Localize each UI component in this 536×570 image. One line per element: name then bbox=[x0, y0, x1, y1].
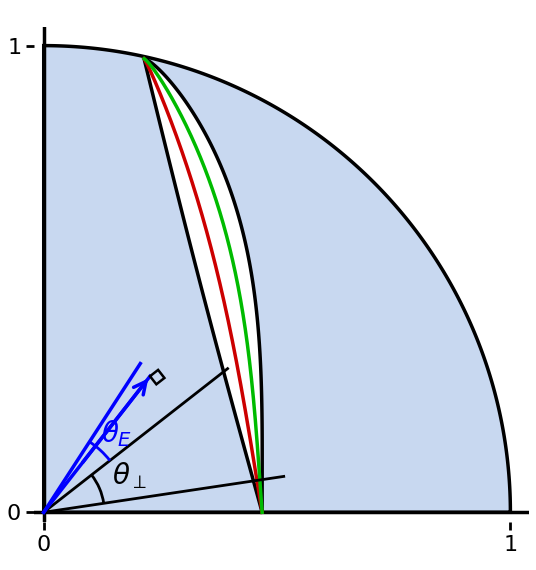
Text: $\theta_E$: $\theta_E$ bbox=[101, 418, 132, 449]
Polygon shape bbox=[144, 59, 262, 512]
Polygon shape bbox=[44, 46, 510, 512]
Text: $\theta_{\perp}$: $\theta_{\perp}$ bbox=[112, 460, 147, 491]
